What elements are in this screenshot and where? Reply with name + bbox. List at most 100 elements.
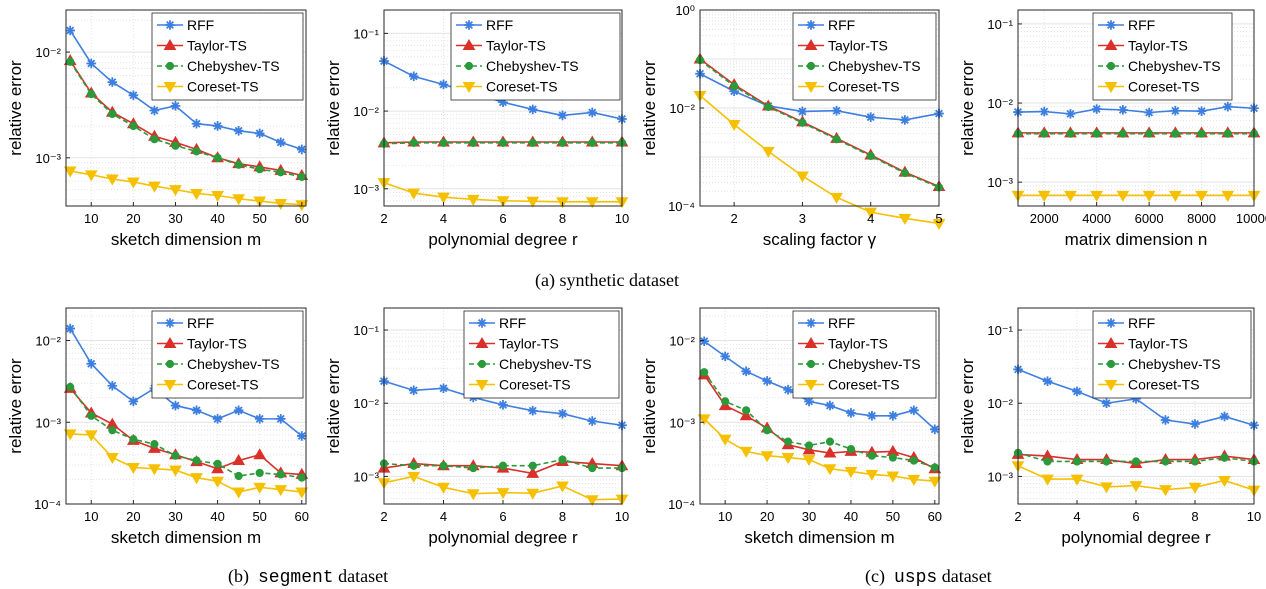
x-tick-label: 6000 <box>1135 211 1164 226</box>
y-tick-label: 10⁻³ <box>987 175 1013 190</box>
x-tick-label: 10 <box>615 211 629 226</box>
data-point <box>190 188 203 200</box>
data-point <box>87 411 96 420</box>
legend-box <box>463 310 620 399</box>
legend-entry: Coreset-TS <box>798 377 900 393</box>
data-point <box>699 336 709 347</box>
chart-panel-7: 10 20 30 40 50 60 10⁻⁴ 10⁻³ 10⁻² sketch dimension… <box>640 307 942 547</box>
legend-marker <box>163 380 177 391</box>
y-tick-label: 10⁻² <box>353 104 379 119</box>
y-axis-label: relative error <box>958 60 977 156</box>
x-tick-label: 6 <box>499 509 506 524</box>
series-coreset-ts <box>697 414 942 488</box>
data-point <box>1131 457 1141 466</box>
legend-label: Taylor-TS <box>828 336 888 352</box>
legend-label: RFF <box>1128 315 1155 331</box>
data-point <box>86 358 97 369</box>
series-line <box>699 73 940 121</box>
chart-panel-8: 2 4 6 8 10 10⁻³ 10⁻² 10⁻¹ polynomial degree r rel… <box>958 307 1261 547</box>
data-point <box>439 461 448 470</box>
legend-marker <box>165 359 175 369</box>
data-point <box>84 430 98 442</box>
legend-label: Coreset-TS <box>187 377 259 393</box>
data-point <box>888 453 897 462</box>
y-tick-label: 10⁻³ <box>987 469 1013 484</box>
data-point <box>1091 104 1102 114</box>
x-tick-label: 2 <box>380 211 387 226</box>
legend-entry: Coreset-TS <box>157 377 259 393</box>
data-point <box>295 487 309 499</box>
data-point <box>1090 190 1104 202</box>
legend-entry: Chebyshev-TS <box>798 58 921 74</box>
data-point <box>233 126 244 136</box>
series-chebyshev-ts <box>66 382 306 482</box>
legend-entry: RFF <box>798 17 855 33</box>
data-point <box>907 474 921 486</box>
data-point <box>439 138 448 147</box>
y-tick-label: 10⁰ <box>675 3 695 18</box>
data-point <box>928 476 942 488</box>
x-tick-label: 40 <box>844 509 858 524</box>
data-point <box>1220 453 1229 462</box>
chart-panel-6: 2 4 6 8 10 10⁻³ 10⁻² 10⁻¹ polynomial degree r rel… <box>324 307 629 547</box>
data-point <box>825 437 835 446</box>
data-point <box>1043 457 1052 466</box>
legend-box <box>151 12 304 101</box>
data-point <box>1072 457 1082 466</box>
data-point <box>409 461 418 470</box>
legend-entry: RFF <box>157 17 214 33</box>
x-tick-label: 50 <box>886 509 900 524</box>
data-point <box>739 409 753 421</box>
data-point <box>796 171 809 183</box>
data-point <box>556 481 569 493</box>
x-tick-label: 10 <box>718 509 732 524</box>
data-point <box>254 414 265 424</box>
legend-entry: Chebyshev-TS <box>157 58 280 74</box>
data-point <box>1100 482 1113 494</box>
legend-entry: Taylor-TS <box>157 38 247 54</box>
data-point <box>128 90 139 101</box>
data-point <box>438 79 449 90</box>
data-point <box>909 456 918 465</box>
data-point <box>234 160 243 169</box>
data-point <box>526 488 540 500</box>
y-axis-label: relative error <box>324 60 343 156</box>
data-point <box>1118 129 1127 138</box>
legend-label: RFF <box>499 315 526 331</box>
data-point <box>297 172 306 181</box>
series-coreset-ts <box>377 471 629 507</box>
data-point <box>764 102 773 112</box>
legend-marker <box>804 380 818 391</box>
x-tick-label: 50 <box>252 509 266 524</box>
legend-entry: Coreset-TS <box>798 79 900 95</box>
data-point <box>191 405 202 416</box>
legend-marker <box>1106 20 1116 30</box>
legend-marker <box>475 337 489 348</box>
caption-b-suffix: dataset <box>333 566 389 586</box>
data-point <box>1190 419 1200 429</box>
data-point <box>232 454 245 466</box>
caption-b: (b) segment dataset <box>228 566 388 588</box>
x-tick-label: 4 <box>440 211 447 226</box>
data-point <box>527 104 538 115</box>
y-axis-label: relative error <box>324 358 343 454</box>
x-tick-label: 8 <box>559 509 566 524</box>
data-point <box>1222 101 1233 112</box>
data-point <box>171 141 180 150</box>
series-rff <box>65 25 307 155</box>
data-point <box>718 434 732 446</box>
legend-label: RFF <box>828 17 855 33</box>
data-point <box>585 495 599 507</box>
data-point <box>528 461 537 470</box>
data-point <box>275 414 286 424</box>
data-point <box>1131 393 1141 404</box>
data-point <box>498 97 508 108</box>
x-tick-label: 2 <box>380 509 387 524</box>
legend-marker <box>163 337 177 348</box>
data-point <box>558 455 567 464</box>
data-point <box>1145 129 1154 138</box>
series-line <box>69 386 302 479</box>
series-line <box>383 458 622 469</box>
data-point <box>1037 190 1051 202</box>
data-point <box>742 406 751 415</box>
